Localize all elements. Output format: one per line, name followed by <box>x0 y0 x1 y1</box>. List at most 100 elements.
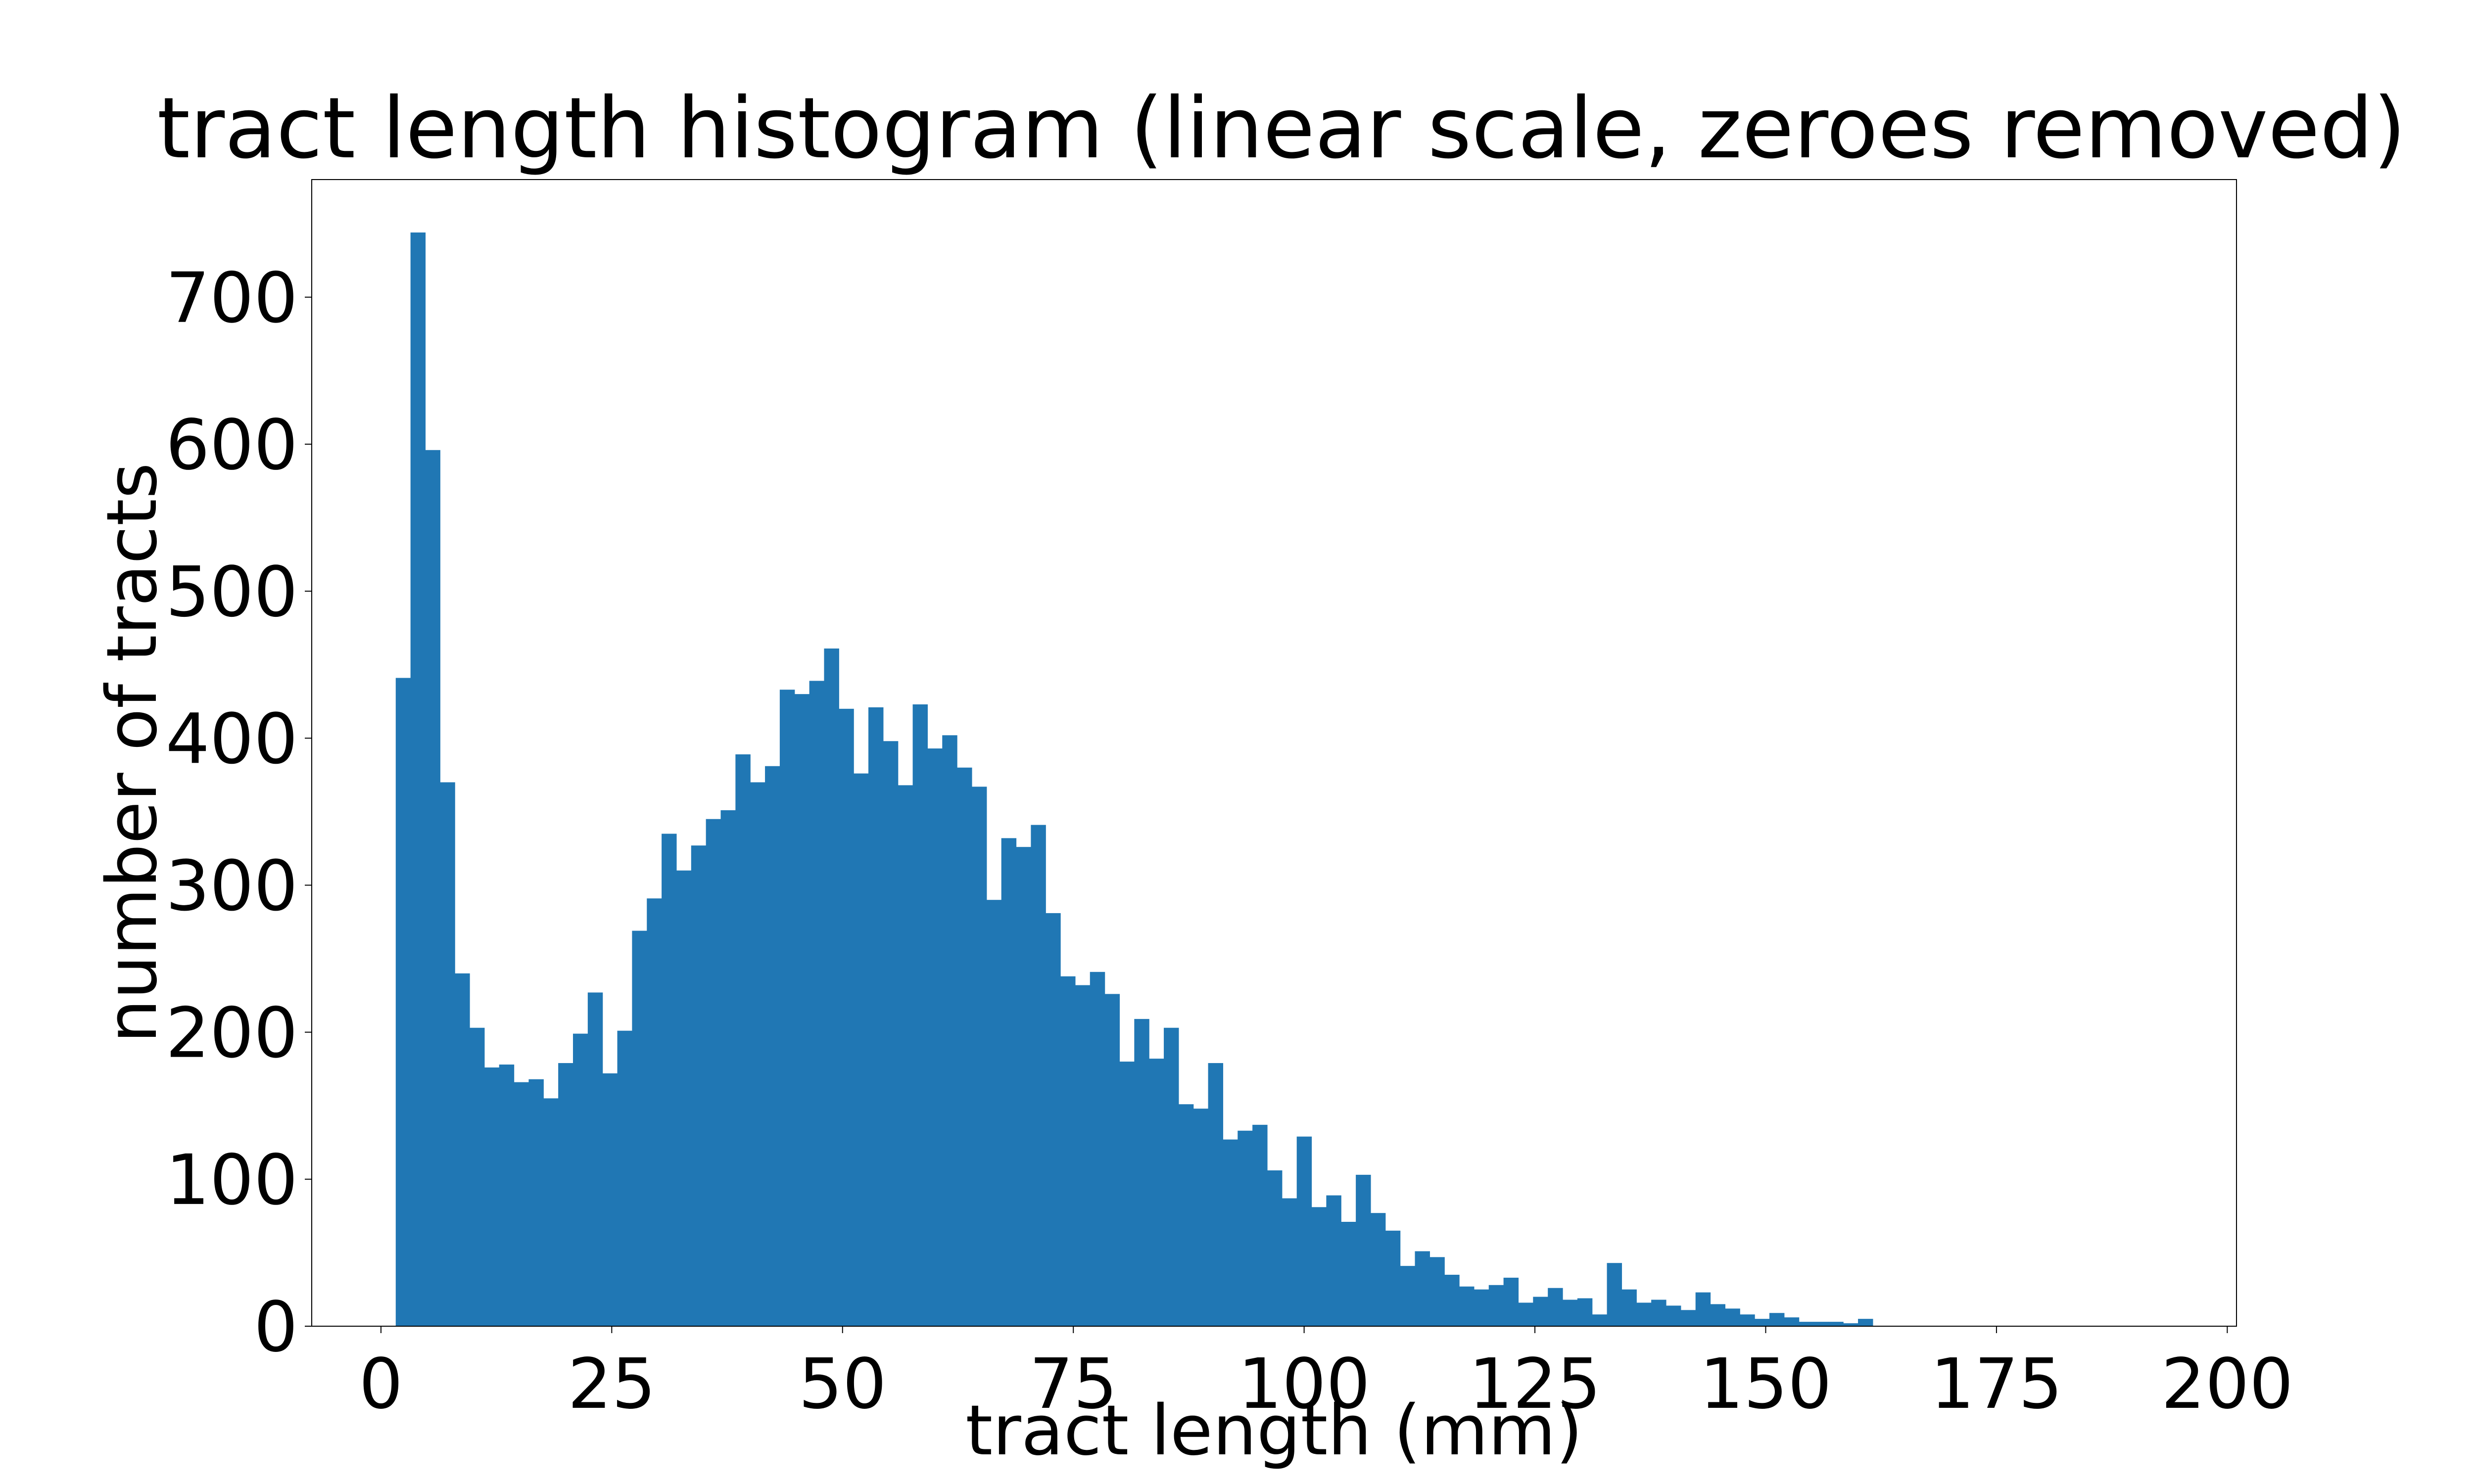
histogram-bar <box>1813 1322 1829 1326</box>
histogram-bar <box>1119 1062 1135 1326</box>
histogram-bar <box>1621 1289 1637 1326</box>
histogram-bar <box>868 707 884 1326</box>
histogram-bar <box>1164 1027 1179 1326</box>
histogram-bar <box>1725 1308 1740 1326</box>
y-tick-label: 200 <box>166 993 298 1074</box>
y-axis-label: number of tracts <box>92 463 173 1043</box>
histogram-bar <box>1563 1299 1578 1326</box>
histogram-bar <box>1104 994 1120 1326</box>
x-tick-label: 175 <box>1930 1344 2062 1425</box>
histogram-bar <box>1710 1304 1725 1326</box>
y-tick-label: 100 <box>166 1140 298 1221</box>
histogram-bar <box>942 735 957 1326</box>
histogram-bar <box>1607 1263 1622 1326</box>
histogram-bar <box>898 785 913 1326</box>
histogram-bar <box>455 973 470 1326</box>
histogram-bar <box>883 741 899 1326</box>
histogram-bar <box>824 649 839 1326</box>
histogram-bar <box>632 930 647 1326</box>
histogram-bar <box>1075 985 1091 1326</box>
histogram-bar <box>706 819 721 1326</box>
x-axis-ticks: 0 25 50 75 100 125 150 175 200 <box>359 1326 2293 1425</box>
histogram-bar <box>1680 1310 1696 1326</box>
histogram-bar <box>957 767 972 1326</box>
histogram-bar <box>809 681 825 1326</box>
x-tick-label: 0 <box>359 1344 403 1425</box>
histogram-bar <box>1843 1323 1858 1326</box>
y-tick-label: 300 <box>166 846 298 927</box>
histogram-bar <box>1429 1257 1445 1326</box>
y-axis-ticks: 0 100 200 300 400 500 600 700 <box>166 258 312 1368</box>
histogram-bar <box>1016 847 1031 1326</box>
histogram-bar <box>1488 1285 1504 1326</box>
histogram-bar <box>971 787 987 1326</box>
histogram-bar <box>1282 1198 1297 1326</box>
histogram-bar <box>1046 913 1061 1326</box>
histogram-bar <box>1149 1059 1164 1326</box>
histogram-bar <box>1370 1213 1386 1326</box>
histogram-bar <box>1592 1314 1608 1326</box>
y-tick-label: 0 <box>254 1287 298 1368</box>
histogram-bar <box>794 694 810 1326</box>
y-tick-label: 400 <box>166 699 298 780</box>
histogram-bar <box>499 1065 515 1326</box>
histogram-bar <box>1503 1277 1519 1326</box>
y-tick-label: 700 <box>166 258 298 339</box>
histogram-bar <box>484 1067 500 1326</box>
histogram-bar <box>1060 976 1076 1326</box>
histogram-bar <box>410 232 426 1326</box>
chart-title: tract length histogram (linear scale, ze… <box>157 80 2406 178</box>
histogram-bar <box>1858 1319 1873 1326</box>
histogram-bar <box>691 845 707 1326</box>
plot-frame <box>311 179 2237 1327</box>
histogram-bar <box>1636 1302 1652 1326</box>
histogram-bar <box>779 690 795 1326</box>
histogram-bar <box>1252 1124 1268 1326</box>
histogram-bar <box>543 1098 559 1326</box>
histogram-bar <box>602 1073 618 1326</box>
histogram-bar <box>1237 1130 1253 1326</box>
x-axis-label: tract length (mm) <box>965 1391 1582 1471</box>
histogram-bar <box>1031 825 1046 1326</box>
histogram-bar <box>514 1082 529 1326</box>
histogram-bar <box>1665 1305 1681 1326</box>
x-tick-label: 200 <box>2161 1344 2293 1425</box>
histogram-bar <box>912 704 928 1326</box>
histogram-bar <box>662 834 677 1326</box>
x-tick-label: 125 <box>1469 1344 1601 1425</box>
histogram-bar <box>1400 1266 1416 1326</box>
histogram-bar <box>647 898 662 1326</box>
histogram-bar <box>558 1063 573 1326</box>
histogram-bar <box>1356 1174 1371 1326</box>
histogram-bar <box>839 708 854 1326</box>
histogram-bar <box>1090 972 1105 1326</box>
histogram-bar <box>1001 838 1017 1326</box>
histogram-bar <box>1651 1299 1666 1326</box>
histogram-bar <box>1459 1286 1475 1326</box>
histogram-bar <box>1178 1104 1194 1326</box>
x-tick-label: 150 <box>1700 1344 1832 1425</box>
histogram-bar <box>1311 1207 1327 1326</box>
histogram-bar <box>1755 1319 1770 1326</box>
histogram-bar <box>927 748 943 1326</box>
y-tick-label: 600 <box>166 405 298 486</box>
histogram-bar <box>1326 1195 1341 1326</box>
histogram-bar <box>1223 1139 1238 1326</box>
histogram-bar <box>854 773 869 1326</box>
histogram-bar <box>1444 1274 1460 1326</box>
x-tick-label: 100 <box>1238 1344 1370 1425</box>
histogram-bar <box>1341 1222 1356 1326</box>
histogram-bar <box>440 782 455 1326</box>
histogram-bar <box>1134 1019 1149 1326</box>
histogram-bar <box>617 1030 633 1326</box>
histogram-bar <box>1296 1136 1312 1326</box>
histogram-bar <box>1385 1230 1401 1326</box>
x-tick-label: 75 <box>1029 1344 1117 1425</box>
histogram-bar <box>1828 1322 1844 1326</box>
histogram-bar <box>1208 1063 1224 1326</box>
histogram-bar <box>1577 1298 1593 1326</box>
histogram-bar <box>470 1027 485 1326</box>
histogram-bar <box>1695 1292 1711 1326</box>
histogram-bar <box>1193 1109 1209 1326</box>
